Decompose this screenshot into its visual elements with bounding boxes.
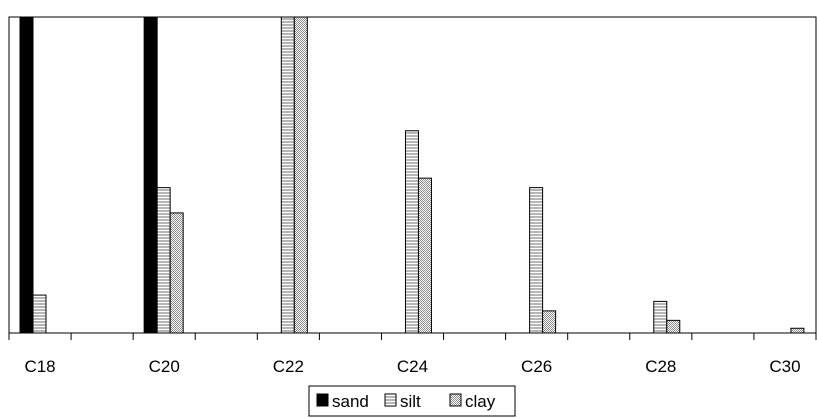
legend-swatch-silt <box>384 393 397 407</box>
x-axis-ticks <box>8 333 817 340</box>
x-tick-label-c18: C18 <box>24 357 55 376</box>
bars-layer <box>19 16 805 334</box>
bar-sand-c20 <box>143 16 158 334</box>
legend-label-sand: sand <box>332 392 369 411</box>
legend-swatch-clay <box>449 393 462 407</box>
legend-box <box>308 385 516 417</box>
legend: sand silt clay <box>308 385 516 417</box>
legend-swatch-sand <box>316 393 329 407</box>
x-tick-label-c22: C22 <box>273 357 304 376</box>
bar-silt-c18 <box>32 294 47 334</box>
bar-clay-c28 <box>666 319 681 334</box>
bar-silt-c20 <box>156 187 171 334</box>
x-tick-label-c26: C26 <box>521 357 552 376</box>
bar-clay-c20 <box>169 212 184 334</box>
bar-silt-c28 <box>653 300 668 334</box>
x-tick-label-c30: C30 <box>769 357 800 376</box>
bar-clay-c30 <box>790 327 805 334</box>
legend-label-silt: silt <box>400 392 421 411</box>
x-tick-label-c24: C24 <box>397 357 428 376</box>
x-axis-tick-labels: C18 C20 C22 C24 C26 C28 C30 <box>24 357 800 376</box>
bar-clay-c22 <box>293 16 308 334</box>
x-tick-label-c28: C28 <box>645 357 676 376</box>
bar-sand-c18 <box>19 16 34 334</box>
legend-label-clay: clay <box>465 392 496 411</box>
bar-clay-c26 <box>542 310 557 334</box>
x-tick-label-c20: C20 <box>149 357 180 376</box>
bar-silt-c24 <box>404 130 419 334</box>
bar-silt-c26 <box>529 187 544 334</box>
bar-clay-c24 <box>417 177 432 334</box>
bar-silt-c22 <box>280 16 295 334</box>
